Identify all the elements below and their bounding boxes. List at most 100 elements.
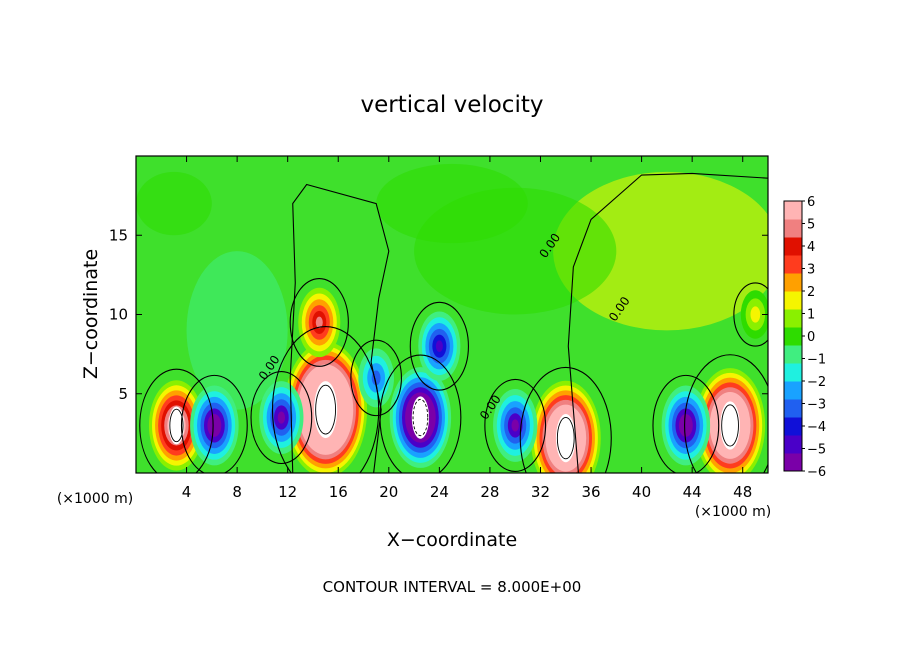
- colorbar-swatch-5: [784, 363, 802, 382]
- colorbar: 6 5 4 3 2 1 0 −1 −2 −3 −4 −5 −6: [783, 195, 826, 480]
- colorbar-tick-label-12: −6: [807, 465, 826, 480]
- colorbar-swatch-8: [784, 309, 802, 328]
- downdraft-cell-11: [661, 385, 711, 466]
- updraft-cell-0: [148, 380, 204, 471]
- background-region-0: [553, 171, 768, 331]
- colorbar-tick-label-8: −2: [807, 375, 826, 390]
- x-axis-ticks: 4 8 12 16 20 24 28 32 36 40 44 48: [182, 156, 752, 501]
- x-unit-right: (×1000 m): [695, 504, 771, 520]
- updraft-cell-5: [740, 290, 768, 339]
- downdraft-cell-8: [389, 367, 452, 468]
- background-region-1: [186, 251, 288, 410]
- x-axis-label: X−coordinate: [387, 529, 517, 551]
- colorbar-swatch-2: [784, 417, 802, 436]
- velocity-field: [136, 163, 768, 473]
- colorbar-tick-label-10: −4: [807, 420, 826, 435]
- colorbar-tick-label-3: 3: [807, 263, 815, 278]
- colorbar-tick-label-0: 6: [807, 195, 815, 210]
- updraft-cell-4: [695, 368, 766, 473]
- updraft-core-contour-4: [721, 404, 739, 447]
- downdraft-level-7-5: [277, 411, 286, 424]
- updraft-core-3: [555, 414, 576, 463]
- colorbar-swatch-1: [784, 435, 802, 454]
- colorbar-swatch-14: [784, 201, 802, 220]
- colorbar-swatch-11: [784, 255, 802, 274]
- colorbar-swatch-12: [784, 237, 802, 256]
- x-tick-label-16: 16: [329, 483, 348, 501]
- updraft-core-1: [313, 381, 338, 439]
- downdraft-cell-9: [418, 311, 461, 381]
- colorbar-swatch-13: [784, 219, 802, 238]
- zero-contour-6: [180, 374, 248, 473]
- colorbar-tick-label-11: −5: [807, 443, 826, 458]
- x-tick-label-8: 8: [232, 483, 242, 501]
- updraft-cell-1: [284, 341, 368, 473]
- zero-contour-upper: [567, 172, 768, 473]
- updraft-cell-2: [298, 287, 341, 358]
- x-tick-label-44: 44: [683, 483, 702, 501]
- downdraft-cell-10: [493, 388, 538, 462]
- x-tick-label-48: 48: [733, 483, 752, 501]
- colorbar-tick-label-6: 0: [807, 330, 815, 345]
- colorbar-swatch-10: [784, 273, 802, 292]
- updraft-level-2-5: [315, 316, 323, 329]
- downdraft-level-9-5: [435, 340, 443, 352]
- x-tick-label-24: 24: [430, 483, 449, 501]
- colorbar-swatch-0: [784, 453, 802, 472]
- downdraft-cell-7: [259, 381, 304, 454]
- updraft-core-contour-0: [169, 408, 184, 443]
- updraft-level-5-2: [750, 306, 761, 323]
- zero-contour-11: [652, 374, 720, 473]
- x-tick-label-28: 28: [480, 483, 499, 501]
- background-region-4: [136, 171, 212, 236]
- colorbar-tick-label-2: 4: [807, 240, 815, 255]
- x-tick-label-12: 12: [278, 483, 297, 501]
- colorbar-swatch-4: [784, 381, 802, 400]
- background-region-3: [376, 163, 528, 244]
- colorbar-tick-label-7: −1: [807, 353, 826, 368]
- zero-contour-7: [250, 371, 313, 465]
- zero-contour-4: [684, 354, 768, 473]
- zero-contour-12: [350, 339, 402, 417]
- downdraft-level-6-6: [210, 419, 218, 432]
- downdraft-core-contour-8: [412, 398, 429, 437]
- y-tick-label-15: 15: [109, 226, 128, 244]
- x-tick-label-4: 4: [182, 483, 192, 501]
- zero-contour-10: [484, 378, 547, 472]
- colorbar-swatch-7: [784, 327, 802, 346]
- downdraft-level-11-6: [682, 419, 690, 432]
- colorbar-tick-label-4: 2: [807, 285, 815, 300]
- colorbar-swatch-6: [784, 345, 802, 364]
- colorbar-swatch-3: [784, 399, 802, 418]
- updraft-core-0: [168, 406, 185, 445]
- x-tick-label-20: 20: [379, 483, 398, 501]
- x-tick-label-32: 32: [531, 483, 550, 501]
- downdraft-core-8: [411, 396, 430, 439]
- zero-contour-3: [519, 366, 612, 473]
- contour-interval-note: CONTOUR INTERVAL = 8.000E+00: [323, 578, 582, 596]
- downdraft-cell-12: [358, 348, 394, 408]
- updraft-cell-3: [530, 380, 601, 473]
- zero-contour-2: [289, 277, 349, 367]
- colorbar-tick-label-5: 1: [807, 308, 815, 323]
- downdraft-cell-6: [190, 385, 239, 466]
- zero-contour-0: [139, 368, 214, 473]
- y-tick-label-10: 10: [109, 306, 128, 324]
- x-tick-label-36: 36: [581, 483, 600, 501]
- y-axis-ticks: 5 10 15: [109, 226, 768, 403]
- updraft-core-4: [720, 401, 740, 450]
- updraft-core-contour-1: [315, 384, 337, 435]
- x-tick-label-40: 40: [632, 483, 651, 501]
- y-axis-label: Z−coordinate: [80, 249, 102, 379]
- zero-contour-5: [733, 282, 768, 347]
- downdraft-level-10-5: [511, 419, 519, 432]
- colorbar-tick-label-9: −3: [807, 398, 826, 413]
- y-tick-label-5: 5: [118, 385, 128, 403]
- x-unit-left: (×1000 m): [57, 491, 133, 507]
- chart-title: vertical velocity: [361, 92, 544, 118]
- colorbar-tick-label-1: 5: [807, 218, 815, 233]
- updraft-core-contour-3: [556, 417, 575, 460]
- zero-contour-9: [409, 301, 469, 391]
